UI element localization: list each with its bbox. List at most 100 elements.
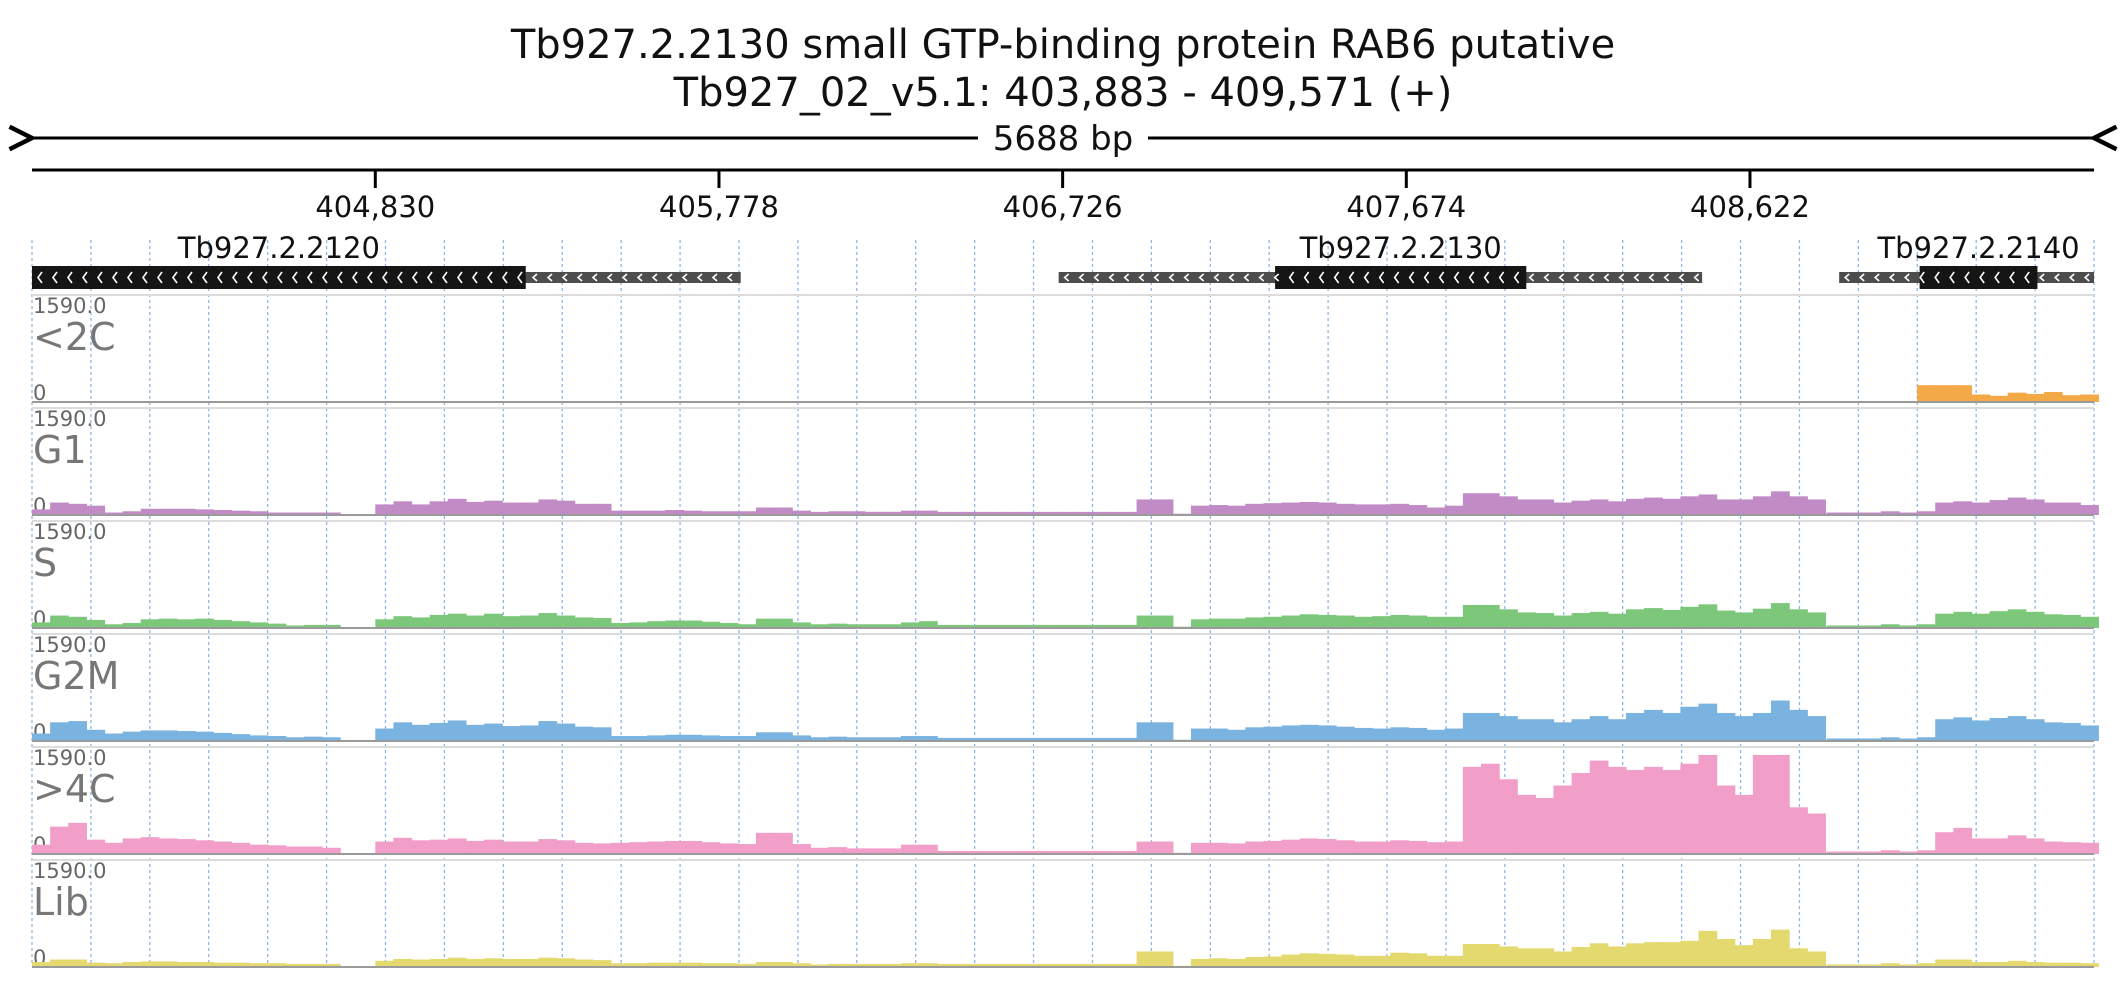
coverage-bar [1517, 719, 1536, 741]
coverage-bar [267, 963, 287, 967]
coverage-bar [86, 839, 106, 854]
coverage-bar [1245, 617, 1265, 628]
coverage-bar [1517, 794, 1536, 854]
track-name: G2M [33, 654, 119, 698]
strand-chevron [142, 271, 148, 284]
coverage-bar [249, 735, 269, 741]
coverage-bar [68, 503, 87, 515]
coverage-bar [929, 850, 949, 854]
coverage-bar [984, 624, 1004, 628]
coverage-bar [1154, 841, 1174, 854]
coverage-bar [893, 737, 913, 741]
coverage-bar [828, 736, 848, 741]
coverage-bar [502, 958, 521, 967]
coverage-bar [610, 842, 630, 854]
coverage-bar [629, 510, 648, 515]
coverage-bar [665, 620, 685, 628]
coverage-bar [50, 959, 69, 967]
coverage-bar [538, 499, 558, 515]
coverage-bar [1056, 737, 1076, 741]
strand-chevron [367, 271, 373, 284]
strand-chevron [1363, 271, 1370, 284]
strand-chevron [2038, 273, 2045, 282]
coverage-bar [1209, 728, 1228, 741]
coverage-bar [857, 737, 877, 741]
coverage-bar [177, 731, 196, 741]
coverage-bar [375, 841, 395, 854]
coverage-bar [1917, 624, 1936, 628]
coverage-bar [249, 963, 269, 967]
coverage-bar [719, 511, 739, 515]
coverage-bar [1935, 613, 1954, 628]
coverage-bar [1953, 611, 1973, 628]
strand-chevron [1498, 271, 1505, 284]
coverage-bar [574, 959, 594, 967]
coverage-bar [875, 511, 895, 515]
track-name: Lib [33, 880, 89, 924]
coverage-bar [1898, 851, 1918, 854]
coverage-bar [966, 963, 985, 967]
coverage-bar [231, 510, 251, 515]
coverage-bar [737, 736, 757, 741]
coverage-bar [774, 732, 793, 741]
gene-cds [1275, 266, 1527, 289]
coverage-bar [792, 844, 811, 854]
coverage-bar [249, 622, 269, 628]
coverage-bar [1971, 502, 1991, 515]
coverage-bar [1989, 611, 2009, 628]
coverage-bar [1002, 624, 1022, 628]
coverage-bar [484, 723, 503, 741]
coverage-bar [1953, 959, 1973, 967]
coverage-bar [1716, 712, 1736, 741]
coverage-bar [1862, 625, 1882, 628]
strand-chevron [1333, 271, 1340, 284]
coverage-bar [893, 963, 913, 967]
coverage-bar [857, 511, 877, 515]
coverage-bar [1354, 955, 1373, 967]
coverage-bar [1335, 615, 1355, 628]
coverage-bar [911, 850, 931, 854]
coverage-bar [2080, 842, 2099, 854]
strand-chevron [1423, 271, 1430, 284]
coverage-bar [1480, 763, 1500, 854]
coverage-bar [502, 841, 521, 854]
coverage-bar [701, 511, 721, 515]
coverage-bar [1898, 625, 1918, 628]
coverage-bar [2062, 722, 2081, 741]
strand-chevron [322, 271, 328, 284]
coverage-bar [1898, 512, 1918, 515]
strand-chevron [1303, 271, 1310, 284]
coverage-bar [1734, 794, 1754, 854]
coverage-bar [1880, 737, 1900, 741]
coverage-bar [893, 850, 913, 854]
coverage-bar [984, 737, 1004, 741]
coverage-bar [1111, 850, 1130, 854]
coverage-bar [1971, 613, 1991, 628]
coverage-bar [1770, 755, 1790, 854]
coverage-bar [1281, 725, 1301, 741]
coverage-bar [929, 737, 949, 741]
coverage-bar [592, 960, 612, 967]
coverage-bar [1535, 948, 1555, 967]
coverage-bar [1571, 719, 1591, 741]
coverage-bar [1372, 955, 1391, 967]
coverage-bar [665, 840, 685, 854]
strand-chevron [1979, 271, 1985, 284]
strand-chevron [1468, 271, 1475, 284]
coverage-bar [1953, 501, 1973, 515]
strand-chevron [561, 273, 568, 282]
strand-chevron [1603, 273, 1610, 282]
coverage-bar [1426, 729, 1446, 741]
coverage-bar [1245, 727, 1265, 741]
coverage-bar [1716, 938, 1736, 967]
coverage-bar [1111, 737, 1130, 741]
strand-chevron [2068, 273, 2075, 282]
coverage-bar [1662, 498, 1681, 515]
strand-chevron [1243, 273, 1250, 282]
strand-chevron [1949, 271, 1955, 284]
coverage-bar [429, 614, 449, 628]
coverage-bar [1111, 963, 1130, 967]
coverage-bar [1607, 501, 1627, 515]
strand-chevron [1903, 273, 1910, 282]
coverage-bar [1093, 737, 1112, 741]
